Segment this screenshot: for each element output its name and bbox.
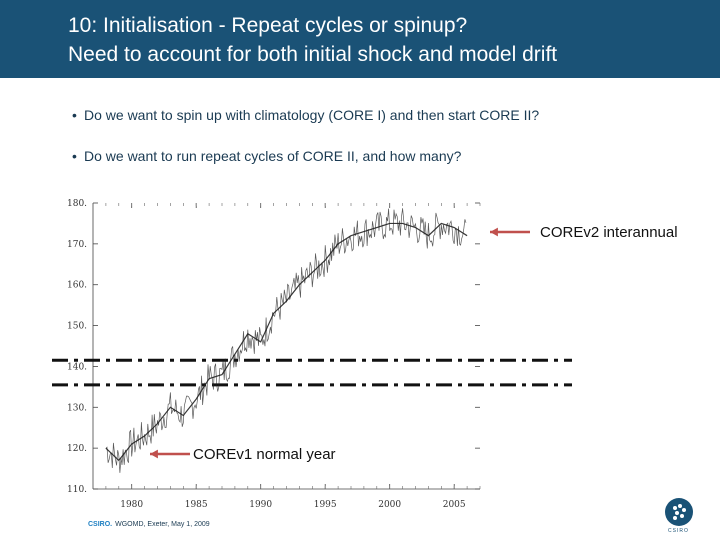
x-tick-label: 2000: [378, 500, 401, 510]
y-tick-label: 120.: [67, 444, 87, 454]
x-tick-label: 1980: [120, 500, 143, 510]
y-tick-label: 160.: [67, 281, 87, 291]
bullet-text: Do we want to run repeat cycles of CORE …: [84, 148, 462, 164]
annotation-corev1: COREv1 normal year: [193, 446, 336, 463]
y-tick-label: 180.: [67, 199, 87, 209]
bullet-dot: •: [72, 107, 77, 123]
title-bar: 10: Initialisation - Repeat cycles or sp…: [0, 0, 720, 78]
y-tick-label: 130.: [67, 403, 87, 413]
annotation-corev2: COREv2 interannual: [540, 224, 678, 241]
x-tick-label: 1990: [249, 500, 272, 510]
slide-subtitle: Need to account for both initial shock a…: [68, 43, 558, 66]
y-tick-label: 110.: [67, 485, 87, 495]
x-tick-label: 1985: [185, 500, 208, 510]
x-tick-label: 1995: [314, 500, 337, 510]
footer: CSIRO. WGOMD, Exeter, May 1, 2009: [88, 521, 210, 528]
series-line: [105, 222, 468, 462]
slide-title: 10: Initialisation - Repeat cycles or sp…: [68, 14, 468, 37]
csiro-logo-icon: [665, 498, 693, 526]
bullet-item: • Do we want to run repeat cycles of CORE…: [72, 148, 461, 164]
y-tick-label: 140.: [67, 362, 87, 372]
series-noise-line: [105, 208, 467, 473]
bullet-item: • Do we want to spin up with climatology …: [72, 107, 539, 123]
footer-text: WGOMD, Exeter, May 1, 2009: [115, 521, 210, 528]
bullet-dot: •: [72, 148, 77, 164]
arrow-corev2-head: [490, 227, 498, 237]
logo-text: CSIRO: [668, 528, 689, 534]
arrow-corev1-head: [150, 449, 158, 459]
x-tick-label: 2005: [443, 500, 466, 510]
bullet-text: Do we want to spin up with climatology (…: [84, 107, 540, 123]
footer-brand: CSIRO.: [88, 521, 113, 528]
y-tick-label: 150.: [67, 322, 87, 332]
y-tick-label: 170.: [67, 240, 87, 250]
